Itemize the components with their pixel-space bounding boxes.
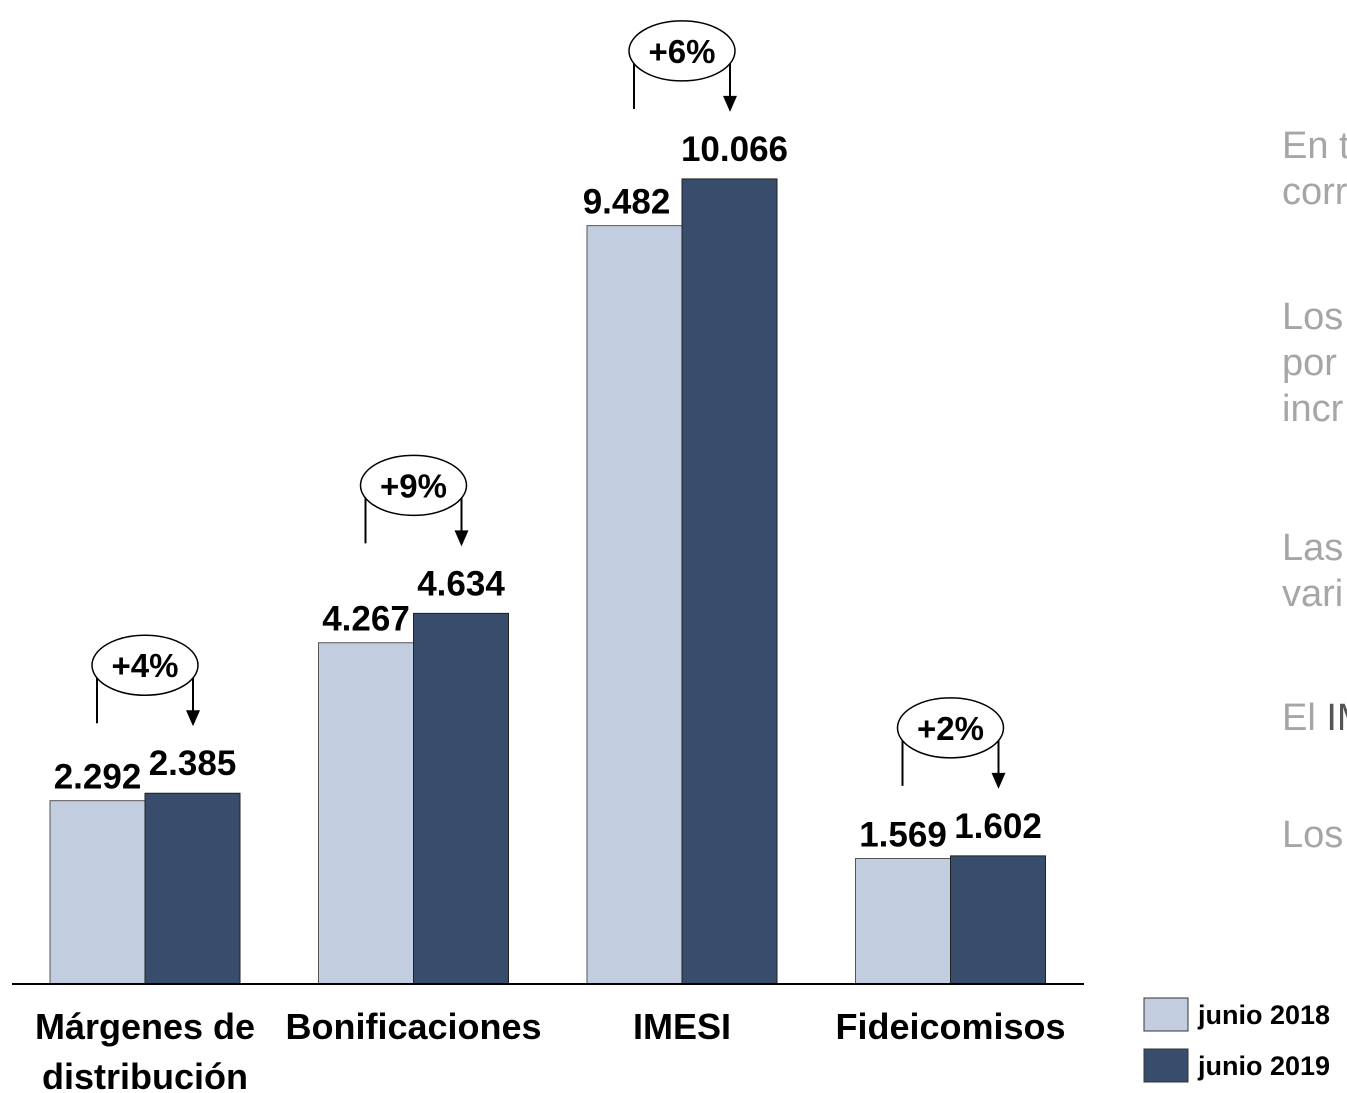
data-label-junio-2019: 1.602	[954, 807, 1042, 846]
data-label-junio-2019: 10.066	[681, 130, 788, 169]
change-ellipse	[896, 697, 1005, 759]
change-ellipse	[628, 20, 736, 82]
change-arrowhead-icon	[723, 95, 737, 112]
data-label-junio-2018: 1.569	[859, 816, 947, 855]
x-tick-label: Bonificaciones	[285, 1006, 541, 1047]
side-text-prefix: El	[1282, 697, 1327, 739]
bar-junio-2018	[855, 858, 951, 985]
data-label-junio-2018: 9.482	[583, 183, 671, 222]
x-tick-label: Márgenes de	[35, 1006, 255, 1047]
side-paragraph-5: Los	[1282, 812, 1343, 858]
change-percent-label: +2%	[917, 710, 984, 747]
side-text-line: Las	[1282, 527, 1344, 569]
change-ellipse	[359, 454, 468, 517]
bar-junio-2019	[144, 792, 241, 985]
change-arrowhead-icon	[991, 772, 1006, 789]
bar-junio-2018	[49, 800, 146, 985]
legend-label: junio 2019	[1197, 1051, 1330, 1081]
bar-junio-2018	[318, 642, 414, 985]
data-label-junio-2019: 4.634	[417, 564, 505, 603]
bar-junio-2019	[681, 178, 778, 985]
side-paragraph-1: En t corr	[1282, 123, 1347, 215]
legend: junio 2018 junio 2019	[1143, 997, 1330, 1083]
legend-swatch	[1143, 1048, 1189, 1083]
side-paragraph-4: El IM	[1282, 695, 1347, 741]
change-percent-label: +9%	[380, 467, 447, 504]
change-annotations-group: +4% +9% +6% +2%	[91, 20, 1006, 789]
change-percent-label: +6%	[649, 33, 716, 70]
data-label-junio-2018: 2.292	[54, 758, 142, 797]
legend-label: junio 2018	[1197, 1000, 1330, 1030]
category-labels-group: Márgenes de distribución Bonificaciones IME…	[35, 1006, 1066, 1093]
legend-swatch	[1143, 997, 1189, 1032]
side-text-line: Los	[1282, 814, 1344, 856]
change-ellipse	[91, 634, 199, 696]
bar-junio-2018	[586, 225, 683, 985]
side-paragraph-3: Las vari	[1282, 525, 1343, 617]
side-text-line: incr	[1282, 388, 1344, 430]
side-text-line: En t	[1282, 125, 1347, 167]
data-label-junio-2018: 4.267	[322, 600, 410, 639]
bar-junio-2019	[413, 612, 509, 985]
x-tick-label: Fideicomisos	[835, 1006, 1065, 1047]
change-arrowhead-icon	[454, 530, 469, 547]
side-paragraph-2: Los por incr	[1282, 294, 1343, 432]
change-percent-label: +4%	[112, 647, 179, 684]
data-label-junio-2019: 2.385	[149, 744, 237, 783]
side-text-line: Los	[1282, 296, 1344, 338]
x-tick-label: distribución	[42, 1056, 248, 1093]
bar-junio-2019	[950, 855, 1046, 985]
change-arrowhead-icon	[186, 710, 200, 727]
x-tick-label: IMESI	[633, 1006, 731, 1047]
side-text-line: vari	[1282, 573, 1344, 615]
side-text-line: por	[1282, 342, 1337, 384]
side-text-emphasis: IM	[1326, 697, 1347, 739]
side-text-line: corr	[1282, 171, 1347, 213]
